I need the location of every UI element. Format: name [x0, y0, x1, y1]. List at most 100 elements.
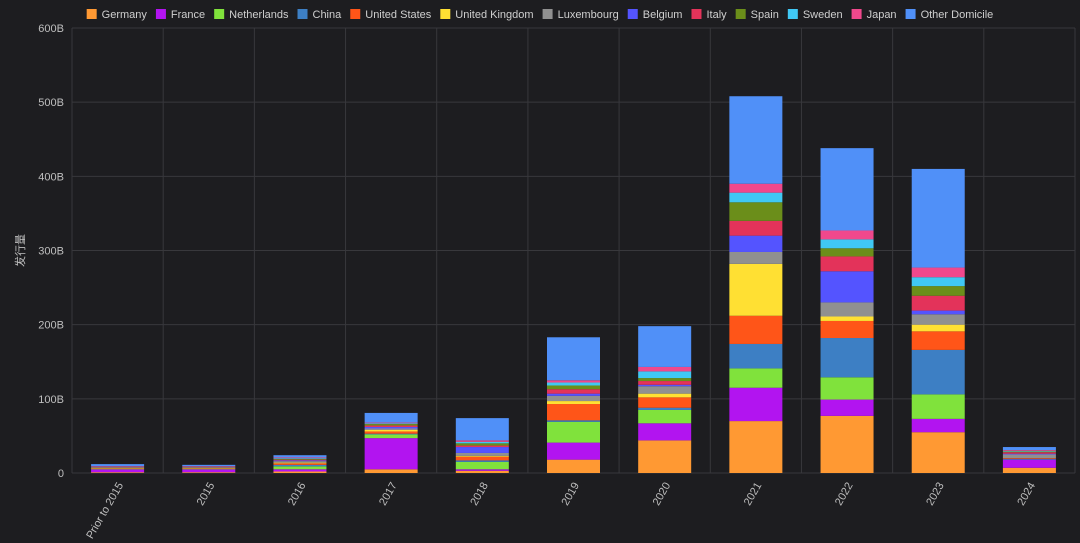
legend-swatch — [86, 9, 97, 19]
legend-item[interactable]: United States — [350, 9, 432, 21]
bar-segment — [91, 464, 145, 467]
bar-segment — [273, 461, 327, 463]
x-tick-label: 2017 — [377, 481, 400, 508]
legend-item[interactable]: United Kingdom — [440, 9, 534, 21]
bar-segment — [1002, 451, 1056, 453]
y-tick-label: 100B — [38, 394, 64, 406]
legend-swatch — [627, 9, 638, 19]
bar-segment — [911, 432, 965, 473]
bar-segment — [638, 397, 692, 408]
bar-segment — [820, 338, 874, 378]
bar-segment — [455, 460, 509, 462]
legend-item[interactable]: Spain — [735, 9, 779, 21]
bar-segment — [273, 455, 327, 458]
bar-segment — [182, 468, 236, 470]
bar-segment — [91, 467, 145, 468]
x-tick-label: 2022 — [833, 481, 856, 508]
legend-swatch — [214, 9, 225, 19]
bar-stack — [1002, 447, 1056, 473]
bar-segment — [911, 310, 965, 315]
bar-segment — [273, 460, 327, 462]
legend-item[interactable]: France — [155, 9, 205, 21]
bar-segment — [182, 469, 236, 473]
bar-segment — [273, 458, 327, 460]
bar-segment — [729, 235, 783, 252]
bar-segment — [455, 440, 509, 442]
y-axis: 0 100B 200B 300B 400B 500B 600B — [38, 23, 64, 480]
bar-segment — [638, 409, 692, 424]
bar-segment — [455, 456, 509, 461]
legend-label: United States — [365, 9, 432, 21]
bar-segment — [273, 462, 327, 464]
legend-item[interactable]: China — [297, 9, 343, 21]
legend-item[interactable]: Belgium — [627, 9, 683, 21]
bar-segment — [820, 248, 874, 257]
bar-segment — [729, 343, 783, 369]
legend-item[interactable]: Netherlands — [214, 9, 289, 21]
y-tick-label: 0 — [58, 468, 64, 480]
x-tick-label: Prior to 2015 — [84, 481, 126, 542]
bar-segment — [364, 428, 418, 430]
bar-segment — [729, 96, 783, 184]
legend-item[interactable]: Japan — [851, 9, 897, 21]
legend-label: China — [313, 9, 343, 21]
legend-label: Japan — [867, 9, 897, 21]
bar-segment — [547, 380, 600, 383]
legend-item[interactable]: Germany — [86, 9, 148, 21]
legend-item[interactable]: Luxembourg — [542, 9, 619, 21]
bar-segment — [91, 468, 145, 470]
bar-segment — [364, 433, 418, 435]
legend-item[interactable]: Other Domicile — [905, 9, 994, 21]
bar-stack — [91, 464, 145, 473]
x-tick-label: 2024 — [1015, 481, 1038, 508]
bar-segment — [455, 447, 509, 453]
bar-segment — [273, 457, 327, 459]
bar-segment — [729, 421, 783, 473]
bar-segment — [820, 399, 874, 416]
bar-segment — [364, 469, 418, 473]
x-tick-label: 2019 — [559, 481, 582, 508]
bar-stack — [547, 337, 600, 473]
bar-segment — [547, 389, 600, 394]
bar-stack — [182, 464, 236, 473]
legend-item[interactable]: Sweden — [787, 9, 843, 21]
legend-label: France — [171, 9, 205, 21]
bar-stack — [455, 418, 509, 473]
bar-segment — [911, 277, 965, 287]
bar-segment — [364, 431, 418, 434]
bar-segment — [1002, 447, 1056, 451]
bar-segment — [273, 466, 327, 470]
bar-segment — [820, 230, 874, 240]
legend-label: Germany — [102, 9, 148, 21]
x-axis: Prior to 2015 2015 2016 2017 2018 2019 2020 202… — [84, 481, 1038, 542]
bar-segment — [91, 467, 145, 469]
bar-segment — [729, 251, 783, 264]
y-tick-label: 300B — [38, 246, 64, 258]
bar-segment — [1002, 454, 1056, 459]
bar-segment — [547, 401, 600, 405]
y-tick-label: 400B — [38, 171, 64, 183]
bar-segment — [547, 385, 600, 390]
legend-label: Other Domicile — [921, 9, 994, 21]
bar-stack — [729, 96, 783, 473]
bar-segment — [455, 452, 509, 456]
bar-segment — [455, 443, 509, 446]
bar-segment — [729, 368, 783, 388]
x-tick-label: 2018 — [468, 481, 491, 508]
bar-segment — [547, 395, 600, 402]
bar-segment — [820, 320, 874, 339]
bar-segment — [911, 418, 965, 433]
bars — [91, 96, 1056, 473]
legend-item[interactable]: Italy — [691, 9, 727, 21]
bar-segment — [273, 459, 327, 461]
bar-segment — [729, 263, 783, 316]
bar-segment — [911, 349, 965, 395]
bar-segment — [547, 393, 600, 396]
bar-segment — [911, 324, 965, 332]
legend-swatch — [851, 9, 862, 19]
bar-segment — [638, 378, 692, 382]
bar-segment — [820, 415, 874, 473]
bar-segment — [455, 470, 509, 473]
bar-segment — [455, 445, 509, 448]
